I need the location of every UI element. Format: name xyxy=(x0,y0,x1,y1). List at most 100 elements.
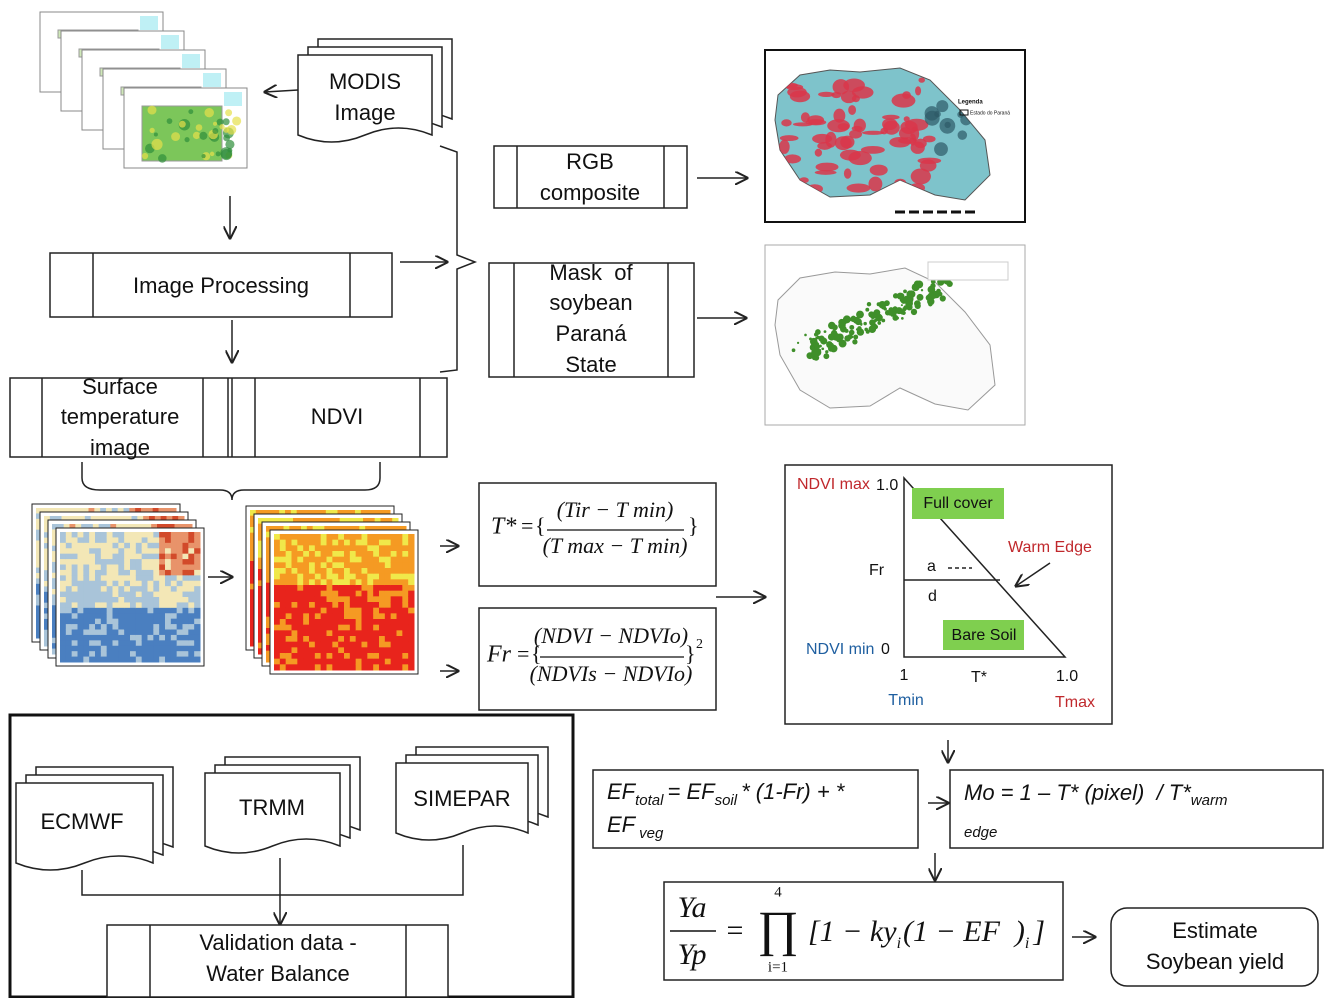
raster-pixel xyxy=(367,596,373,602)
raster-pixel xyxy=(356,642,362,648)
raster-pixel xyxy=(188,554,194,560)
raster-pixel xyxy=(124,635,130,641)
map-patch xyxy=(865,308,869,312)
raster-pixel xyxy=(327,562,333,568)
raster-pixel xyxy=(373,540,379,546)
raster-pixel xyxy=(408,545,414,551)
raster-pixel xyxy=(101,575,107,581)
raster-pixel xyxy=(274,534,280,540)
raster-pixel xyxy=(373,642,379,648)
raster-pixel xyxy=(101,565,107,571)
raster-pixel xyxy=(402,596,408,602)
raster-pixel xyxy=(118,651,124,657)
raster-pixel xyxy=(338,602,344,608)
raster-pixel xyxy=(107,640,113,646)
raster-pixel xyxy=(78,630,84,636)
raster-pixel xyxy=(344,557,350,563)
raster-pixel xyxy=(148,570,154,576)
raster-pixel xyxy=(367,551,373,557)
raster-pixel xyxy=(274,602,280,608)
raster-pixel xyxy=(60,575,66,581)
raster-pixel xyxy=(344,534,350,540)
raster-pixel xyxy=(280,602,286,608)
raster-pixel xyxy=(338,551,344,557)
raster-pixel xyxy=(66,646,72,652)
raster-pixel xyxy=(142,559,148,565)
label: soybean xyxy=(549,290,632,315)
raster-pixel xyxy=(113,565,119,571)
raster-pixel xyxy=(402,574,408,580)
raster-pixel xyxy=(327,602,333,608)
raster-pixel xyxy=(350,574,356,580)
raster-pixel xyxy=(148,646,154,652)
raster-pixel xyxy=(286,545,292,551)
raster-pixel xyxy=(72,592,78,598)
raster-pixel xyxy=(315,642,321,648)
raster-pixel xyxy=(60,657,66,663)
raster-pixel xyxy=(153,548,159,554)
raster-pixel xyxy=(148,554,154,560)
raster-pixel xyxy=(332,540,338,546)
raster-pixel xyxy=(177,635,183,641)
raster-pixel xyxy=(367,664,373,670)
raster-pixel xyxy=(183,554,189,560)
map-patch xyxy=(902,91,911,99)
raster-pixel xyxy=(78,586,84,592)
raster-pixel xyxy=(124,657,130,663)
raster-pixel xyxy=(315,636,321,642)
raster-pixel xyxy=(297,540,303,546)
raster-pixel xyxy=(391,574,397,580)
raster-pixel xyxy=(153,559,159,565)
raster-pixel xyxy=(148,619,154,625)
map-texture xyxy=(204,108,213,117)
raster-pixel xyxy=(332,551,338,557)
raster-pixel xyxy=(124,543,130,549)
raster-pixel xyxy=(188,619,194,625)
brace xyxy=(440,146,475,372)
raster-pixel xyxy=(274,619,280,625)
raster-pixel xyxy=(130,570,136,576)
raster-pixel xyxy=(101,657,107,663)
raster-pixel xyxy=(124,592,130,598)
raster-pixel xyxy=(113,608,119,614)
raster-pixel xyxy=(327,664,333,670)
raster-pixel xyxy=(101,624,107,630)
raster-pixel xyxy=(350,568,356,574)
raster-pixel xyxy=(303,664,309,670)
raster-pixel xyxy=(78,651,84,657)
raster-pixel xyxy=(165,657,171,663)
raster-pixel xyxy=(362,534,368,540)
raster-pixel xyxy=(292,534,298,540)
raster-pixel xyxy=(286,602,292,608)
raster-pixel xyxy=(327,619,333,625)
raster-pixel xyxy=(402,653,408,659)
raster-pixel xyxy=(159,613,165,619)
raster-pixel xyxy=(286,664,292,670)
raster-pixel xyxy=(391,602,397,608)
raster-pixel xyxy=(274,568,280,574)
raster-pixel xyxy=(391,557,397,563)
raster-pixel xyxy=(303,608,309,614)
raster-pixel xyxy=(177,646,183,652)
raster-pixel xyxy=(136,543,142,549)
label: composite xyxy=(540,180,640,205)
map-patch xyxy=(870,314,875,319)
raster-pixel xyxy=(402,562,408,568)
map-texture xyxy=(167,118,173,124)
map-patch xyxy=(835,136,852,150)
raster-pixel xyxy=(315,574,321,580)
raster-pixel xyxy=(350,608,356,614)
raster-pixel xyxy=(95,651,101,657)
raster-pixel xyxy=(118,597,124,603)
raster-pixel xyxy=(148,532,154,538)
raster-pixel xyxy=(188,537,194,543)
map-texture xyxy=(199,132,207,140)
raster-pixel xyxy=(408,574,414,580)
raster-pixel xyxy=(379,557,385,563)
map-texture xyxy=(185,137,190,142)
map-patch xyxy=(813,342,819,348)
raster-pixel xyxy=(194,602,200,608)
raster-pixel xyxy=(286,579,292,585)
raster-pixel xyxy=(367,619,373,625)
diagram: Image Processing Surface temperature ima… xyxy=(0,0,1325,998)
